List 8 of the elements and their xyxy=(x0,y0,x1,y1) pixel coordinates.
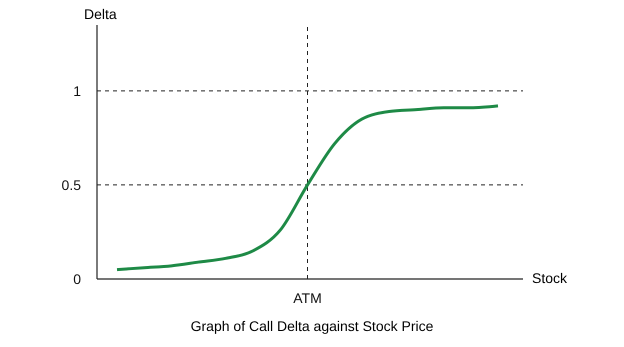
x-axis-title: Stock xyxy=(532,270,568,286)
x-tick-label: ATM xyxy=(293,290,322,306)
y-axis-title: Delta xyxy=(84,6,117,22)
y-tick-label: 0 xyxy=(73,270,82,287)
line-series xyxy=(116,104,500,272)
text: Graph of Call Delta against Stock Price xyxy=(190,318,434,334)
y-tick-label: 1 xyxy=(73,82,82,99)
y-tick-label: 0.5 xyxy=(62,176,82,193)
